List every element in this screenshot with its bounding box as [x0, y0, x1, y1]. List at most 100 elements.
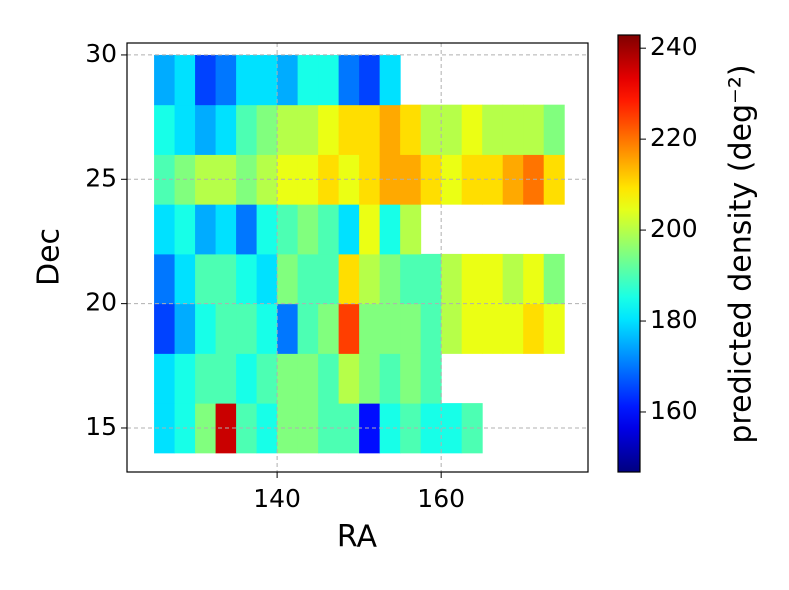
heatmap-cell: [277, 204, 299, 255]
heatmap-cell: [236, 204, 258, 255]
heatmap-cell: [277, 54, 299, 106]
heatmap-cell: [400, 253, 422, 305]
heatmap-cell: [277, 353, 299, 404]
heatmap-cell: [195, 204, 217, 255]
heatmap-cell: [256, 204, 278, 255]
heatmap-cell: [420, 104, 442, 155]
heatmap-cell: [256, 54, 278, 106]
colorbar-tick-label: 220: [650, 123, 698, 152]
heatmap-cell: [379, 403, 401, 454]
heatmap-cell: [236, 104, 258, 155]
colorbar-tick-label: 240: [650, 32, 698, 61]
heatmap-cell: [195, 253, 217, 305]
heatmap-cell: [441, 303, 463, 354]
heatmap-cell: [277, 253, 299, 305]
heatmap-cell: [318, 253, 340, 305]
heatmap-cell: [277, 303, 299, 354]
heatmap-cell: [297, 204, 319, 255]
heatmap-cell: [256, 253, 278, 305]
heatmap-cell: [461, 253, 483, 305]
heatmap-cell: [379, 54, 401, 106]
heatmap-cell: [174, 204, 196, 255]
heatmap-cell: [359, 303, 381, 354]
heatmap-cell: [482, 104, 504, 155]
heatmap-cell: [174, 54, 196, 106]
heatmap-cell: [523, 303, 545, 354]
heatmap-cell: [379, 104, 401, 155]
heatmap-cell: [338, 54, 360, 106]
heatmap-cell: [420, 253, 442, 305]
heatmap-cell: [215, 54, 237, 106]
heatmap-cell: [318, 154, 340, 205]
heatmap-cell: [277, 154, 299, 205]
heatmap-cell: [154, 54, 176, 106]
heatmap-cell: [318, 403, 340, 454]
colorbar-tick-label: 160: [650, 396, 698, 425]
heatmap-cell: [215, 253, 237, 305]
heatmap-cell: [338, 253, 360, 305]
heatmap-cell: [256, 104, 278, 155]
x-tick-label: 140: [253, 484, 301, 513]
y-axis-label: Dec: [32, 228, 67, 286]
heatmap-cell: [318, 204, 340, 255]
heatmap-cell: [256, 353, 278, 404]
heatmap-cell: [174, 253, 196, 305]
plot-frame: [126, 42, 589, 473]
heatmap-cell: [359, 154, 381, 205]
heatmap-cell: [195, 104, 217, 155]
heatmap-cell: [154, 104, 176, 155]
heatmap-cell: [338, 353, 360, 404]
heatmap-cell: [379, 204, 401, 255]
x-axis-label: RA: [337, 520, 378, 555]
heatmap-cell: [338, 403, 360, 454]
heatmap-cell: [400, 303, 422, 354]
heatmap-cell: [297, 154, 319, 205]
heatmap-cell: [215, 204, 237, 255]
heatmap-cell: [236, 303, 258, 354]
heatmap-cell: [543, 303, 565, 354]
heatmap-cell: [400, 204, 422, 255]
heatmap-cell: [482, 303, 504, 354]
heatmap-cell: [400, 353, 422, 404]
heatmap-cell: [379, 353, 401, 404]
colorbar-tick-label: 180: [650, 305, 698, 334]
heatmap-cell: [543, 104, 565, 155]
heatmap-cell: [523, 253, 545, 305]
heatmap-cell: [318, 104, 340, 155]
heatmap-cell: [523, 104, 545, 155]
heatmap-cell: [359, 403, 381, 454]
heatmap-cell: [359, 54, 381, 106]
heatmap-cell: [236, 253, 258, 305]
heatmap-cell: [195, 303, 217, 354]
y-tick-label: 15: [85, 412, 117, 441]
heatmap-cell: [297, 54, 319, 106]
heatmap-cell: [502, 303, 524, 354]
colorbar-tick-label: 200: [650, 214, 698, 243]
colorbar: [617, 34, 641, 473]
heatmap-cell: [359, 253, 381, 305]
heatmap-cell: [441, 253, 463, 305]
heatmap-cell: [359, 104, 381, 155]
heatmap-cell: [174, 303, 196, 354]
heatmap-cell: [277, 104, 299, 155]
heatmap-cell: [502, 253, 524, 305]
heatmap-cell: [154, 253, 176, 305]
x-tick-label: 160: [417, 484, 465, 513]
heatmap-cell: [359, 204, 381, 255]
heatmap-cell: [318, 353, 340, 404]
heatmap-cell: [338, 104, 360, 155]
heatmap-cell: [461, 104, 483, 155]
y-tick-label: 25: [85, 163, 117, 192]
heatmap-cell: [318, 54, 340, 106]
heatmap-cell: [359, 353, 381, 404]
heatmap-cell: [215, 303, 237, 354]
heatmap-cell: [338, 204, 360, 255]
heatmap-cell: [338, 154, 360, 205]
y-tick-label: 30: [85, 39, 117, 68]
heatmap-cell: [297, 303, 319, 354]
heatmap-cell: [379, 303, 401, 354]
y-tick-label: 20: [85, 288, 117, 317]
heatmap-cell: [420, 353, 442, 404]
heatmap-cell: [215, 104, 237, 155]
